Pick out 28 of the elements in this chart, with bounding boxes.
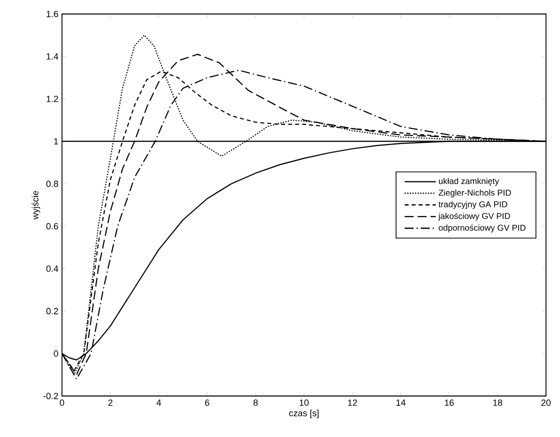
x-tick-label: 12: [348, 400, 357, 406]
y-tick-label: -0.2: [43, 392, 58, 400]
y-tick-label: 1.4: [46, 53, 58, 60]
x-tick-label: 10: [300, 400, 309, 406]
y-tick-label: 0.8: [46, 180, 58, 187]
legend-label: tradycyjny GA PID: [438, 201, 508, 209]
x-tick-label: 20: [541, 400, 551, 406]
legend-label: jakościowy GV PID: [438, 212, 510, 221]
y-tick-label: 0: [54, 350, 58, 357]
x-tick-label: 4: [156, 400, 162, 406]
x-axis-title: czas [s]: [289, 410, 319, 418]
x-tick-label: 14: [396, 400, 406, 406]
legend-label: Ziegler-Nichols PID: [438, 189, 511, 198]
x-tick-label: 8: [254, 400, 258, 406]
y-tick-label: 1.2: [46, 96, 58, 102]
x-tick-label: 6: [205, 400, 210, 406]
y-tick-label: 1: [54, 138, 58, 144]
legend-label: odpornościowy GV PID: [438, 224, 526, 232]
y-tick-label: 0.6: [46, 223, 58, 230]
legend-label: układ zamknięty: [438, 178, 500, 186]
y-tick-label: 0.2: [46, 308, 58, 314]
y-tick-label: 1.6: [46, 10, 58, 18]
x-tick-label: 18: [493, 400, 502, 406]
x-tick-label: 2: [108, 400, 112, 406]
y-tick-label: 0.4: [46, 265, 58, 272]
y-axis-title: wyjście: [32, 190, 40, 220]
x-tick-label: 16: [444, 400, 454, 406]
x-tick-label: 0: [60, 400, 64, 406]
